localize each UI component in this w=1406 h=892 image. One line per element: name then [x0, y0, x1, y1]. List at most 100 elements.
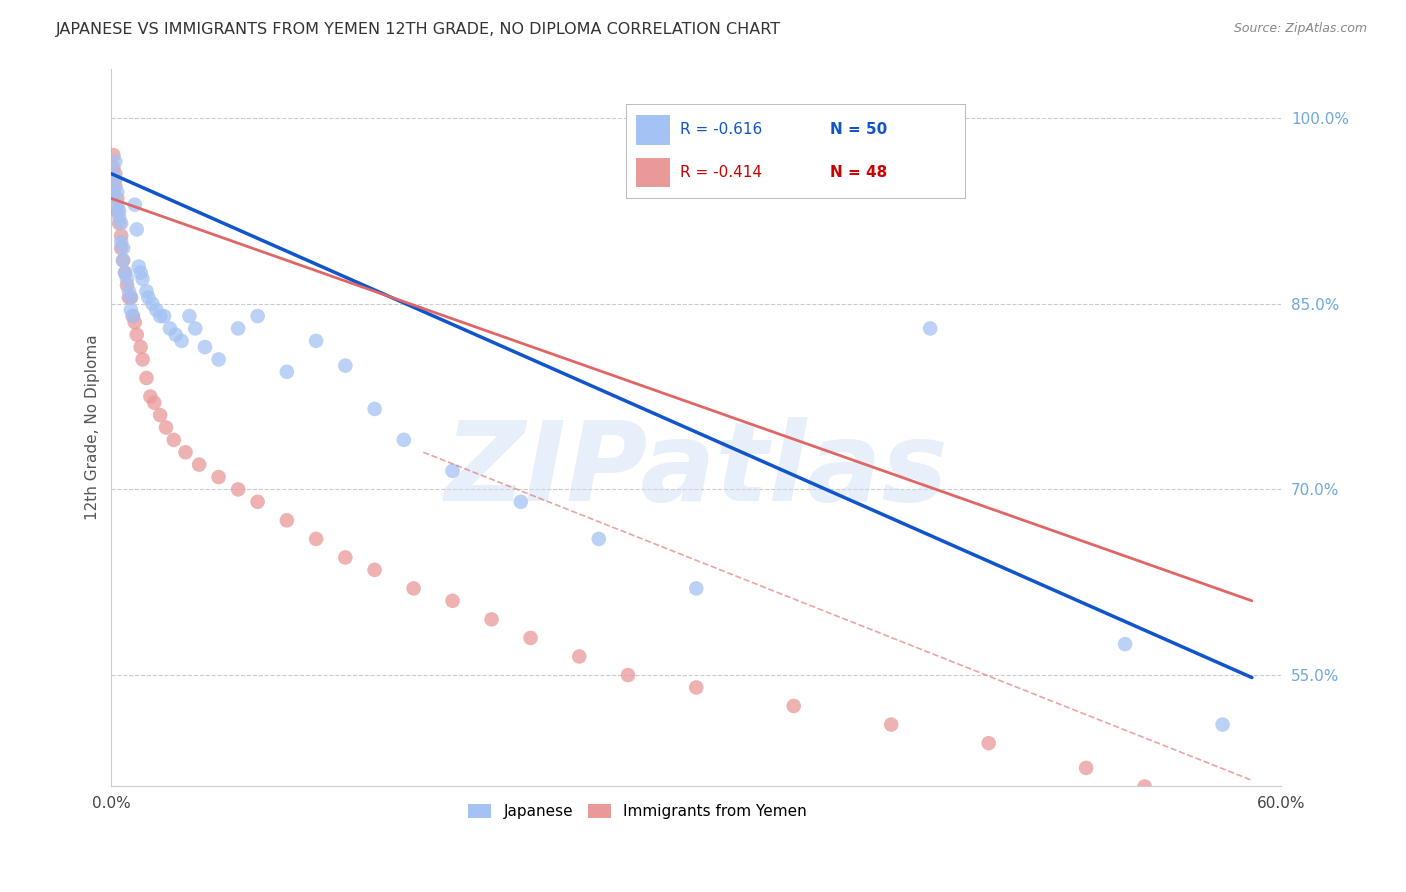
Point [441, 464, 464, 478]
Point [880, 717, 903, 731]
Point [129, 266, 152, 280]
Point [226, 321, 249, 335]
Point [112, 253, 135, 268]
Point [112, 253, 135, 268]
Text: ZIPatlas: ZIPatlas [444, 417, 948, 524]
Point [103, 186, 125, 200]
Legend: Japanese, Immigrants from Yemen: Japanese, Immigrants from Yemen [463, 798, 813, 825]
Point [104, 154, 127, 169]
Point [509, 495, 531, 509]
Point [1133, 780, 1156, 794]
Point [188, 458, 211, 472]
Point [305, 334, 328, 348]
Point [114, 266, 136, 280]
Point [115, 272, 138, 286]
Point [163, 433, 186, 447]
Point [103, 167, 125, 181]
Point [1114, 637, 1136, 651]
Point [114, 266, 136, 280]
Point [363, 401, 385, 416]
Point [305, 532, 328, 546]
Point [481, 612, 503, 626]
Point [108, 216, 131, 230]
Point [103, 161, 125, 175]
Point [120, 291, 142, 305]
Point [1173, 798, 1195, 813]
Point [131, 272, 153, 286]
Point [335, 359, 357, 373]
Point [120, 302, 142, 317]
Point [1212, 717, 1234, 731]
Point [392, 433, 415, 447]
Point [105, 197, 128, 211]
Point [121, 309, 143, 323]
Point [141, 296, 163, 310]
Point [105, 203, 128, 218]
Point [139, 390, 162, 404]
Point [110, 216, 132, 230]
Point [617, 668, 640, 682]
Point [179, 309, 201, 323]
Point [246, 495, 269, 509]
Point [138, 291, 160, 305]
Point [174, 445, 197, 459]
Point [125, 222, 148, 236]
Point [977, 736, 1000, 750]
Point [335, 550, 357, 565]
Point [1212, 816, 1234, 830]
Y-axis label: 12th Grade, No Diploma: 12th Grade, No Diploma [86, 334, 100, 520]
Point [108, 210, 131, 224]
Text: JAPANESE VS IMMIGRANTS FROM YEMEN 12TH GRADE, NO DIPLOMA CORRELATION CHART: JAPANESE VS IMMIGRANTS FROM YEMEN 12TH G… [56, 22, 782, 37]
Point [246, 309, 269, 323]
Point [112, 241, 135, 255]
Point [184, 321, 207, 335]
Point [226, 483, 249, 497]
Point [104, 173, 127, 187]
Point [783, 698, 806, 713]
Point [194, 340, 217, 354]
Point [363, 563, 385, 577]
Point [149, 408, 172, 422]
Point [128, 260, 150, 274]
Point [519, 631, 541, 645]
Point [402, 582, 425, 596]
Point [124, 315, 146, 329]
Point [1076, 761, 1098, 775]
Point [110, 228, 132, 243]
Point [207, 470, 229, 484]
Point [170, 334, 193, 348]
Point [105, 186, 128, 200]
Point [159, 321, 181, 335]
Point [588, 532, 610, 546]
Point [920, 321, 942, 335]
Point [165, 327, 187, 342]
Point [129, 340, 152, 354]
Point [685, 681, 707, 695]
Point [104, 179, 127, 194]
Point [568, 649, 591, 664]
Point [149, 309, 172, 323]
Point [155, 420, 177, 434]
Point [110, 235, 132, 249]
Point [121, 309, 143, 323]
Point [276, 513, 298, 527]
Point [207, 352, 229, 367]
Point [118, 285, 141, 299]
Point [105, 192, 128, 206]
Point [108, 203, 131, 218]
Text: Source: ZipAtlas.com: Source: ZipAtlas.com [1233, 22, 1367, 36]
Point [145, 302, 167, 317]
Point [104, 167, 127, 181]
Point [276, 365, 298, 379]
Point [110, 241, 132, 255]
Point [131, 352, 153, 367]
Point [124, 197, 146, 211]
Point [441, 594, 464, 608]
Point [135, 285, 157, 299]
Point [143, 396, 166, 410]
Point [685, 582, 707, 596]
Point [135, 371, 157, 385]
Point [115, 278, 138, 293]
Point [125, 327, 148, 342]
Point [103, 148, 125, 162]
